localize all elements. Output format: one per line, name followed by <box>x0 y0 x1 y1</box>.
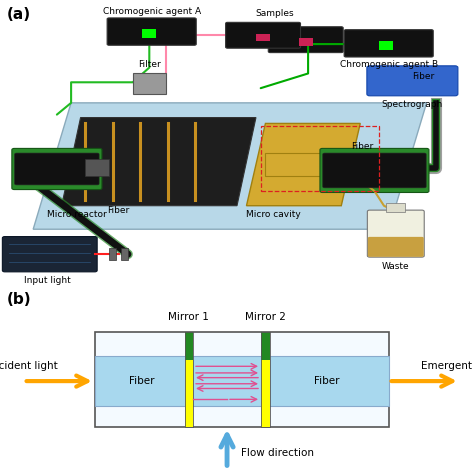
Text: Chromogenic agent B: Chromogenic agent B <box>339 60 438 69</box>
Bar <box>121 248 128 260</box>
Text: Fiber: Fiber <box>351 143 373 151</box>
Bar <box>256 34 270 41</box>
Bar <box>265 153 351 176</box>
Bar <box>184 360 193 427</box>
FancyBboxPatch shape <box>268 27 343 53</box>
Text: Input light: Input light <box>24 276 71 285</box>
FancyBboxPatch shape <box>226 22 301 48</box>
Text: Mirror 2: Mirror 2 <box>245 312 286 322</box>
Bar <box>184 332 193 360</box>
FancyBboxPatch shape <box>367 210 424 257</box>
FancyBboxPatch shape <box>12 148 102 190</box>
Bar <box>261 332 270 360</box>
FancyBboxPatch shape <box>344 30 433 57</box>
Text: Flow direction: Flow direction <box>241 448 314 458</box>
Bar <box>109 248 116 260</box>
Text: (b): (b) <box>7 292 32 307</box>
FancyBboxPatch shape <box>323 153 426 188</box>
Bar <box>386 203 405 211</box>
Text: Fiber: Fiber <box>108 206 129 215</box>
Bar <box>142 29 156 38</box>
Text: (a): (a) <box>7 8 31 22</box>
Bar <box>261 360 270 427</box>
Text: Emergent light: Emergent light <box>421 361 474 371</box>
Bar <box>95 332 389 427</box>
Text: Fiber: Fiber <box>129 376 155 386</box>
FancyBboxPatch shape <box>368 237 424 257</box>
Bar <box>261 127 379 191</box>
FancyBboxPatch shape <box>15 153 99 185</box>
FancyBboxPatch shape <box>320 148 429 192</box>
FancyBboxPatch shape <box>2 237 97 272</box>
Text: Micro cavity: Micro cavity <box>246 210 301 219</box>
Bar <box>379 41 393 50</box>
Bar <box>85 159 109 176</box>
FancyBboxPatch shape <box>107 18 196 45</box>
Bar <box>299 38 313 46</box>
Bar <box>133 73 166 94</box>
Text: Waste: Waste <box>382 262 410 271</box>
Polygon shape <box>246 123 360 206</box>
Text: Incident light: Incident light <box>0 361 58 371</box>
FancyBboxPatch shape <box>367 66 458 96</box>
Text: Filter: Filter <box>138 60 161 69</box>
Text: Mirror 1: Mirror 1 <box>168 312 210 322</box>
Bar <box>95 356 389 406</box>
Polygon shape <box>62 118 256 206</box>
Polygon shape <box>33 103 427 229</box>
Text: Samples: Samples <box>255 9 294 18</box>
Text: Micro reactor: Micro reactor <box>47 210 107 219</box>
Text: Chromogenic agent A: Chromogenic agent A <box>102 7 201 16</box>
Bar <box>261 332 270 427</box>
Bar <box>184 332 193 427</box>
Text: Fiber: Fiber <box>412 72 435 81</box>
Text: Spectrograph: Spectrograph <box>382 100 443 109</box>
Text: Fiber: Fiber <box>314 376 340 386</box>
